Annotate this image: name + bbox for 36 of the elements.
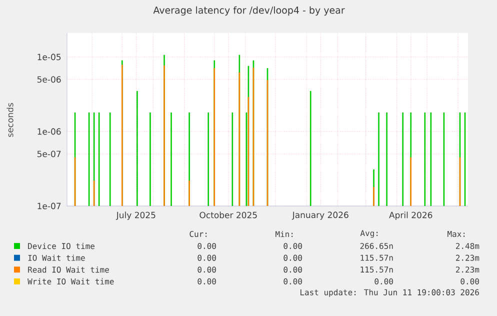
text: 0.00: [284, 242, 302, 250]
text: Min:: [276, 230, 293, 238]
text: Max:: [448, 231, 465, 237]
text: 2.23m: [456, 254, 480, 261]
y-tick-label: 5e-06: [37, 76, 61, 83]
text: 2.23m: [456, 266, 480, 273]
chart-title: Average latency for /dev/loop4 - by year: [153, 6, 345, 16]
x-tick-label: April 2026: [389, 212, 432, 220]
text: 115.57n: [360, 254, 393, 261]
text: Avg:: [360, 230, 378, 238]
text: 115.57n: [360, 266, 393, 273]
y-tick-label: 1e-06: [38, 128, 61, 135]
text: 2.48m: [456, 242, 480, 250]
legend-label: Device IO time: [28, 242, 94, 250]
y-axis-title: seconds: [6, 103, 14, 137]
text: 0.00: [460, 278, 479, 284]
legend-label: Read IO Wait time: [28, 266, 109, 273]
text: 0.00: [198, 278, 216, 284]
y-tick-label: 1e-05: [38, 54, 61, 60]
text: 0.00: [284, 266, 302, 273]
text: Last update: Thu Jun 11 19:00:03 2026: [300, 289, 479, 297]
text: 0.00: [374, 278, 393, 284]
legend-label: IO Wait time: [28, 254, 85, 261]
y-tick-label: 5e-07: [37, 150, 61, 158]
text: 266.65n: [360, 242, 393, 250]
text: 0.00: [198, 254, 216, 261]
text: 0.00: [284, 278, 302, 284]
x-tick-label: July 2025: [116, 212, 156, 220]
x-tick-label: January 2026: [292, 212, 348, 220]
x-tick-label: October 2025: [200, 212, 257, 218]
legend-label: Write IO Wait time: [28, 278, 114, 284]
text: 0.00: [198, 266, 216, 273]
y-tick-label: 1e-07: [38, 202, 61, 210]
text: 0.00: [198, 242, 216, 250]
text: 0.00: [284, 254, 302, 261]
text: Cur:: [190, 230, 207, 238]
